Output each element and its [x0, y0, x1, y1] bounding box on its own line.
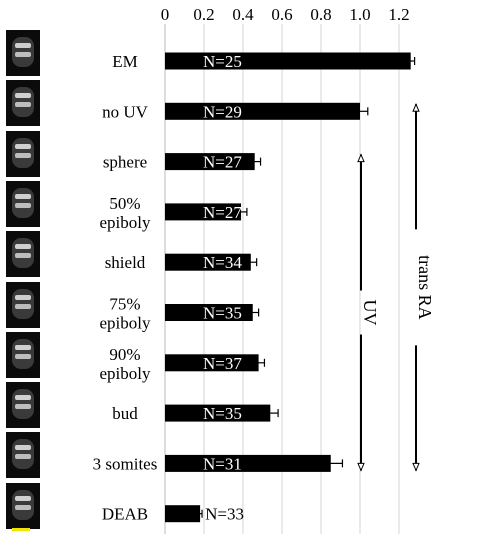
- embryo-thumbnail: [6, 432, 40, 479]
- category-label: no UV: [102, 102, 149, 121]
- x-tick-label: 0: [161, 5, 170, 24]
- annotation-label: UV: [360, 300, 380, 326]
- embryo-thumbnail: [6, 281, 40, 328]
- n-label: N=37: [203, 354, 242, 373]
- bar-8: [165, 454, 331, 472]
- arrowhead-down: [412, 462, 420, 472]
- category-label-line: 75%: [109, 295, 140, 314]
- bar-2: [165, 153, 255, 171]
- annotation-label: trans RA: [415, 255, 435, 320]
- embryo-thumbnail: [6, 180, 40, 227]
- n-label: N=31: [203, 454, 242, 473]
- category-label: sphere: [103, 153, 147, 172]
- category-label: 50% epiboly: [100, 194, 151, 232]
- bar-0: [165, 52, 411, 70]
- embryo-thumbnail: [6, 231, 40, 278]
- x-tick-label: 1.0: [349, 5, 370, 24]
- category-label: DEAB: [102, 505, 148, 524]
- category-label: EM: [112, 52, 138, 71]
- x-tick-label: 0.8: [310, 5, 331, 24]
- n-label: N=35: [203, 304, 242, 323]
- embryo-thumbnail: [6, 482, 40, 529]
- category-label: 90% epiboly: [100, 345, 151, 383]
- x-tick-label: 0.6: [271, 5, 292, 24]
- bar-4: [165, 253, 251, 271]
- bar-9: [165, 505, 201, 523]
- embryo-thumbnail: [6, 382, 40, 429]
- embryo-thumbnail: [6, 80, 40, 127]
- n-label: N=27: [203, 153, 242, 172]
- category-label: bud: [112, 404, 138, 423]
- category-label-line: bud: [112, 404, 138, 423]
- category-label-line: no UV: [102, 102, 149, 121]
- category-label: 75% epiboly: [100, 295, 151, 333]
- category-label-line: 3 somites: [93, 454, 158, 473]
- category-label-line: epiboly: [100, 314, 151, 333]
- category-label-line: DEAB: [102, 505, 148, 524]
- n-label: N=27: [203, 203, 242, 222]
- category-label-line: sphere: [103, 153, 147, 172]
- n-label: N=33: [205, 505, 244, 524]
- category-label-line: epiboly: [100, 364, 151, 383]
- bar-5: [165, 304, 253, 321]
- n-label: N=35: [203, 404, 242, 423]
- x-tick-label: 0.4: [232, 5, 254, 24]
- n-label: N=34: [203, 253, 242, 272]
- bar-3: [165, 203, 242, 221]
- embryo-thumbnail: [6, 130, 40, 177]
- category-label-line: EM: [112, 52, 138, 71]
- category-label-line: 50%: [109, 194, 140, 213]
- category-label-line: 90%: [109, 345, 140, 364]
- category-label-line: shield: [105, 253, 146, 272]
- category-label: shield: [105, 253, 146, 272]
- arrowhead-up: [412, 103, 420, 112]
- embryo-thumbnail: [6, 30, 40, 76]
- embryo-thumbnail: [6, 331, 40, 378]
- bar-6: [165, 354, 259, 372]
- n-label: N=25: [203, 52, 242, 71]
- bar-7: [165, 404, 271, 422]
- scale-bar: [12, 528, 30, 531]
- x-tick-label: 1.2: [388, 5, 409, 24]
- n-label: N=29: [203, 102, 242, 121]
- x-tick-label: 0.2: [193, 5, 214, 24]
- arrowhead-down: [357, 462, 365, 472]
- arrowhead-up: [357, 153, 365, 163]
- category-label-line: epiboly: [100, 213, 151, 232]
- bar-1: [165, 102, 360, 120]
- category-label: 3 somites: [93, 454, 158, 473]
